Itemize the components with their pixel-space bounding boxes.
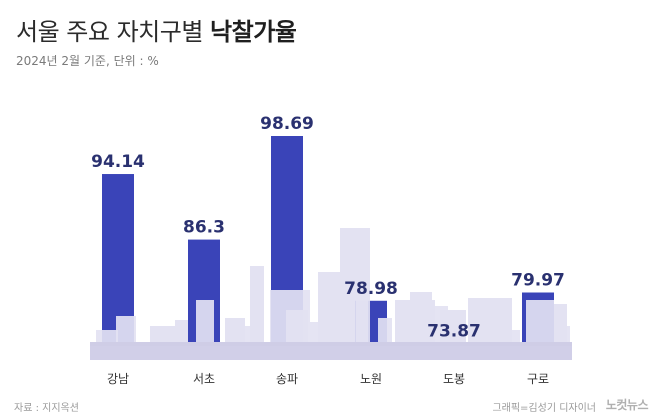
- skyline-building: [378, 318, 392, 346]
- skyline-building: [116, 316, 136, 346]
- skyline-building: [150, 326, 176, 346]
- source-note: 자료 : 지지옥션: [14, 403, 79, 414]
- skyline-foreground: [90, 250, 572, 360]
- category-label-5: 도봉: [443, 372, 465, 386]
- skyline-building: [286, 310, 308, 346]
- value-label-6: 79.97: [511, 270, 565, 290]
- category-label-1: 강남: [107, 372, 129, 386]
- skyline-building: [526, 300, 554, 346]
- skyline-building: [470, 318, 494, 346]
- publisher-logo: 노컷뉴스: [605, 398, 649, 412]
- value-labels-group: 94.14 86.3 98.69 78.98 73.87 79.97: [91, 114, 565, 341]
- graphic-credit: 그래픽=김성기 디자이너: [492, 403, 596, 414]
- skyline-building: [420, 306, 448, 346]
- chart-title-prefix: 서울 주요 자치구별: [16, 18, 203, 46]
- skyline-building: [556, 326, 570, 346]
- value-label-1: 94.14: [91, 152, 145, 172]
- category-labels-group: 강남 서초 송파 노원 도봉 구로: [107, 372, 549, 386]
- chart-subtitle: 2024년 2월 기준, 단위 : %: [16, 54, 159, 68]
- skyline-building: [310, 322, 332, 346]
- category-label-4: 노원: [360, 372, 382, 386]
- skyline-building: [236, 326, 254, 346]
- bar-1: [102, 174, 134, 342]
- value-label-2: 86.3: [183, 218, 225, 238]
- value-label-4: 78.98: [344, 279, 398, 299]
- value-label-5: 73.87: [427, 321, 481, 341]
- category-label-6: 구로: [527, 372, 549, 386]
- category-label-3: 송파: [276, 372, 298, 386]
- skyline-building: [356, 250, 370, 346]
- chart-title-emphasis: 낙찰가율: [210, 18, 297, 46]
- skyline-building: [196, 300, 214, 346]
- chart-title: 서울 주요 자치구별 낙찰가율: [16, 12, 297, 47]
- value-label-3: 98.69: [260, 114, 314, 134]
- category-label-2: 서초: [193, 372, 215, 386]
- ground-shadow: [90, 346, 572, 360]
